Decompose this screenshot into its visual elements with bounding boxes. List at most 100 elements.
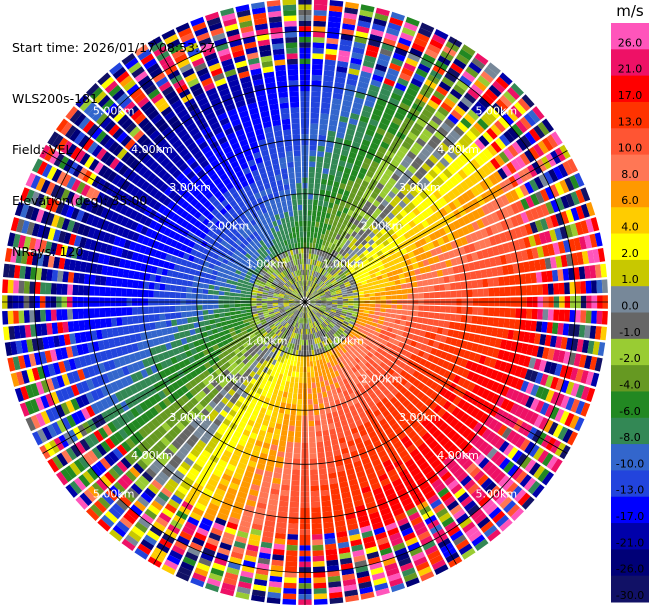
velocity-gate <box>342 305 349 308</box>
velocity-gate <box>330 109 340 116</box>
velocity-gate <box>280 379 286 387</box>
velocity-gate <box>430 248 438 257</box>
velocity-gate <box>315 381 321 388</box>
velocity-gate <box>317 244 322 251</box>
velocity-gate <box>399 102 411 112</box>
velocity-gate <box>165 320 172 328</box>
velocity-gate <box>310 366 314 373</box>
velocity-gate <box>313 582 327 589</box>
velocity-gate <box>369 307 376 311</box>
velocity-gate <box>481 216 490 227</box>
velocity-gate <box>503 276 510 286</box>
velocity-gate <box>314 414 321 421</box>
velocity-gate <box>342 259 348 265</box>
velocity-gate <box>307 204 313 211</box>
velocity-gate <box>498 318 505 328</box>
velocity-gate <box>438 197 448 207</box>
velocity-gate <box>521 94 535 108</box>
velocity-gate <box>376 98 387 107</box>
velocity-gate <box>296 366 300 373</box>
velocity-gate <box>330 243 336 250</box>
velocity-gate <box>393 323 400 330</box>
velocity-gate <box>317 279 322 285</box>
velocity-gate <box>418 166 428 176</box>
velocity-gate <box>345 271 351 277</box>
velocity-gate <box>455 184 466 195</box>
velocity-gate <box>313 188 320 195</box>
velocity-gate <box>298 388 303 394</box>
velocity-gate <box>470 158 481 170</box>
velocity-gate <box>327 179 334 187</box>
velocity-gate <box>401 140 412 150</box>
velocity-gate <box>318 227 323 234</box>
velocity-gate <box>433 312 440 320</box>
velocity-gate <box>345 162 354 170</box>
velocity-gate <box>381 199 389 207</box>
velocity-gate <box>442 168 453 179</box>
velocity-gate <box>558 309 565 322</box>
velocity-gate <box>365 128 375 137</box>
velocity-gate <box>186 305 192 311</box>
velocity-gate <box>367 196 376 204</box>
velocity-gate <box>415 323 422 330</box>
velocity-gate <box>314 371 319 378</box>
velocity-gate <box>490 157 501 170</box>
velocity-gate <box>341 195 349 202</box>
velocity-gate <box>333 284 340 288</box>
velocity-gate <box>401 67 414 77</box>
velocity-gate <box>50 309 57 321</box>
velocity-gate <box>329 288 335 292</box>
velocity-gate <box>422 53 436 64</box>
velocity-gate <box>472 307 479 315</box>
velocity-gate <box>427 139 438 150</box>
velocity-gate <box>450 306 457 314</box>
velocity-gate <box>485 226 494 237</box>
velocity-gate <box>308 280 310 287</box>
velocity-gate <box>375 63 388 73</box>
velocity-gate <box>350 260 357 266</box>
velocity-gate <box>358 253 365 259</box>
velocity-gate <box>455 53 470 65</box>
velocity-gate <box>458 153 469 165</box>
velocity-gate <box>291 404 297 410</box>
velocity-gate <box>318 129 327 136</box>
velocity-gate <box>330 237 335 244</box>
velocity-gate <box>390 290 397 295</box>
velocity-gate <box>393 195 402 204</box>
velocity-gate <box>452 198 462 209</box>
velocity-gate <box>347 123 357 131</box>
velocity-gate <box>296 409 302 416</box>
velocity-gate <box>306 280 308 286</box>
velocity-gate <box>126 307 133 316</box>
velocity-gate <box>307 231 311 238</box>
velocity-gate <box>311 69 323 76</box>
velocity-gate <box>361 65 374 74</box>
velocity-gate <box>330 191 337 199</box>
velocity-gate <box>286 441 294 448</box>
velocity-gate <box>407 165 417 174</box>
velocity-gate <box>570 191 580 206</box>
velocity-gate <box>329 119 338 127</box>
velocity-gate <box>369 204 378 212</box>
velocity-gate <box>390 253 398 260</box>
velocity-gate <box>380 141 390 150</box>
velocity-gate <box>377 279 384 284</box>
velocity-gate <box>503 130 515 144</box>
velocity-gate <box>347 156 355 165</box>
velocity-gate <box>429 38 444 50</box>
velocity-gate <box>324 290 330 294</box>
velocity-gate <box>492 80 506 94</box>
velocity-gate <box>342 267 348 273</box>
velocity-gate <box>375 195 384 203</box>
velocity-gate <box>360 277 367 282</box>
velocity-gate <box>509 319 516 329</box>
velocity-gate <box>487 278 494 287</box>
velocity-gate <box>292 398 297 405</box>
velocity-gate <box>310 480 319 486</box>
velocity-gate <box>336 246 342 253</box>
velocity-gate <box>204 320 211 326</box>
velocity-gate <box>465 234 474 244</box>
velocity-gate <box>432 239 440 248</box>
velocity-gate <box>333 238 339 245</box>
velocity-gate <box>319 473 328 480</box>
